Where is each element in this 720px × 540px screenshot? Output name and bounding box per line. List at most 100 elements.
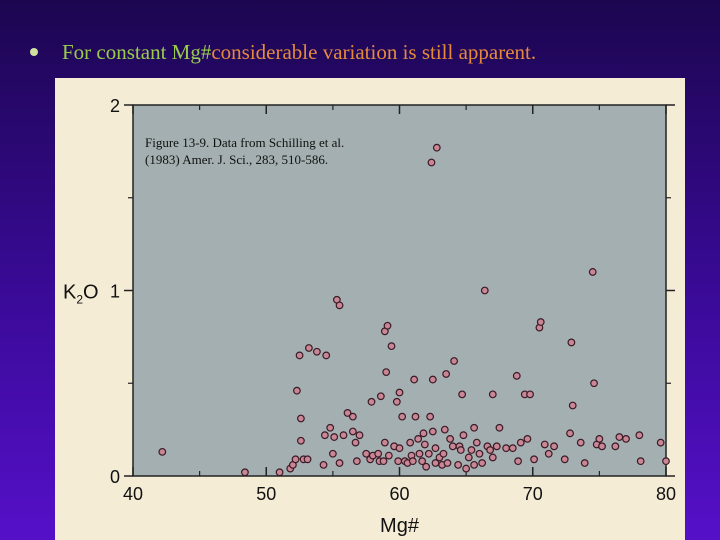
data-point bbox=[343, 409, 352, 417]
data-point bbox=[367, 397, 376, 406]
data-point bbox=[392, 397, 401, 406]
data-point bbox=[382, 368, 391, 377]
data-point bbox=[291, 455, 300, 464]
y-tick-label: 0 bbox=[110, 467, 120, 487]
data-point bbox=[508, 444, 517, 453]
data-point bbox=[348, 427, 357, 436]
data-point bbox=[526, 390, 534, 399]
data-point bbox=[475, 449, 484, 458]
data-point bbox=[304, 344, 313, 352]
data-point bbox=[486, 446, 495, 454]
bullet-line: For constant Mg# considerable variation … bbox=[30, 36, 536, 68]
data-point bbox=[454, 460, 463, 469]
data-point bbox=[512, 371, 521, 380]
data-point bbox=[408, 457, 417, 466]
bullet-text-rest: considerable variation is still apparent… bbox=[211, 39, 537, 64]
data-point bbox=[458, 390, 467, 399]
data-point bbox=[439, 449, 448, 458]
data-point bbox=[339, 431, 348, 440]
data-point bbox=[326, 423, 335, 432]
data-point bbox=[576, 438, 585, 447]
data-point bbox=[406, 438, 415, 447]
data-point bbox=[319, 460, 328, 469]
data-point bbox=[411, 412, 420, 421]
data-point bbox=[424, 449, 433, 458]
data-point bbox=[379, 457, 388, 466]
data-point bbox=[514, 457, 522, 466]
data-point bbox=[540, 440, 549, 449]
data-point bbox=[355, 431, 364, 440]
data-point bbox=[303, 455, 312, 464]
data-point bbox=[431, 444, 440, 453]
data-point bbox=[296, 436, 305, 445]
data-point bbox=[351, 438, 360, 447]
x-tick-label: 70 bbox=[523, 484, 543, 504]
data-point bbox=[384, 451, 393, 460]
figure-caption: Figure 13-9. Data from Schilling et al. … bbox=[145, 135, 345, 167]
data-point bbox=[615, 433, 624, 441]
data-point bbox=[296, 414, 305, 423]
data-point bbox=[488, 390, 497, 399]
data-point bbox=[312, 347, 321, 356]
data-point bbox=[376, 392, 385, 401]
data-point bbox=[426, 412, 435, 421]
data-point bbox=[328, 449, 337, 458]
data-point bbox=[320, 431, 329, 440]
data-point bbox=[488, 453, 497, 462]
scatter-chart: 40 50 60 70 80 0 1 2 Mg# K2O bbox=[63, 96, 676, 537]
data-point bbox=[420, 440, 429, 449]
data-point bbox=[470, 460, 479, 469]
y-tick-label: 1 bbox=[110, 282, 120, 302]
data-point bbox=[322, 351, 331, 360]
data-point bbox=[566, 429, 574, 438]
data-point bbox=[387, 342, 396, 351]
data-point bbox=[544, 449, 553, 458]
data-point bbox=[352, 457, 361, 466]
data-point bbox=[415, 449, 424, 458]
data-point bbox=[459, 431, 468, 440]
data-point bbox=[656, 438, 665, 447]
data-point bbox=[395, 444, 404, 453]
data-point bbox=[492, 442, 501, 451]
data-point bbox=[374, 449, 383, 458]
data-point bbox=[432, 143, 441, 152]
data-point bbox=[275, 468, 284, 477]
data-point bbox=[443, 459, 452, 467]
data-point bbox=[394, 457, 403, 466]
data-point bbox=[523, 435, 532, 443]
bullet-text-highlight: For constant Mg# bbox=[62, 39, 212, 64]
data-point bbox=[662, 457, 670, 466]
x-tick-label: 60 bbox=[389, 484, 409, 504]
figure-panel: 40 50 60 70 80 0 1 2 Mg# K2O bbox=[55, 78, 685, 540]
x-tick-label: 80 bbox=[656, 484, 676, 504]
data-point bbox=[450, 357, 459, 365]
data-point bbox=[295, 351, 304, 360]
data-point bbox=[292, 386, 301, 395]
y-tick-label: 2 bbox=[110, 96, 120, 116]
data-point bbox=[383, 321, 392, 330]
data-point bbox=[478, 459, 487, 467]
data-point bbox=[395, 388, 404, 397]
x-tick-label: 40 bbox=[123, 484, 143, 504]
data-point bbox=[516, 438, 525, 447]
data-point bbox=[530, 455, 538, 464]
data-point bbox=[472, 438, 481, 447]
data-point bbox=[158, 447, 167, 456]
data-point bbox=[595, 435, 604, 443]
x-tick-label: 50 bbox=[256, 484, 276, 504]
data-point bbox=[380, 438, 389, 447]
y-axis-label: K2O bbox=[63, 282, 99, 307]
data-point bbox=[590, 379, 598, 388]
data-point bbox=[470, 423, 479, 432]
data-point bbox=[456, 446, 465, 454]
data-point bbox=[567, 338, 576, 347]
data-point bbox=[418, 457, 427, 466]
data-point bbox=[588, 268, 597, 276]
data-point bbox=[348, 412, 357, 421]
data-point bbox=[560, 455, 569, 464]
data-point bbox=[428, 375, 437, 384]
data-point bbox=[330, 433, 339, 441]
data-point bbox=[467, 446, 476, 454]
data-point bbox=[335, 459, 344, 467]
bullet-dot bbox=[30, 48, 38, 56]
